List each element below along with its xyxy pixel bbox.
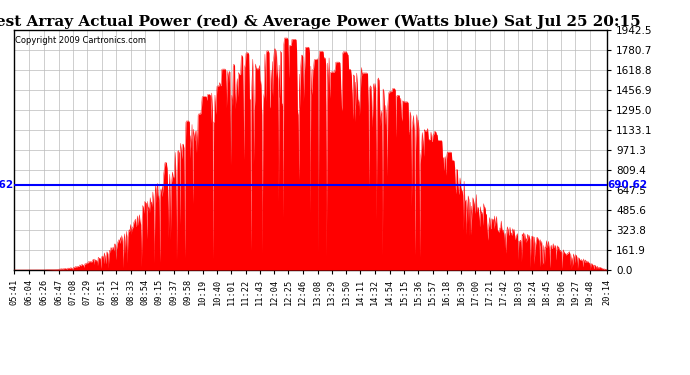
Text: Copyright 2009 Cartronics.com: Copyright 2009 Cartronics.com [15, 36, 146, 45]
Text: 690.62: 690.62 [608, 180, 648, 190]
Text: 690.62: 690.62 [0, 180, 13, 190]
Title: West Array Actual Power (red) & Average Power (Watts blue) Sat Jul 25 20:15: West Array Actual Power (red) & Average … [0, 15, 641, 29]
